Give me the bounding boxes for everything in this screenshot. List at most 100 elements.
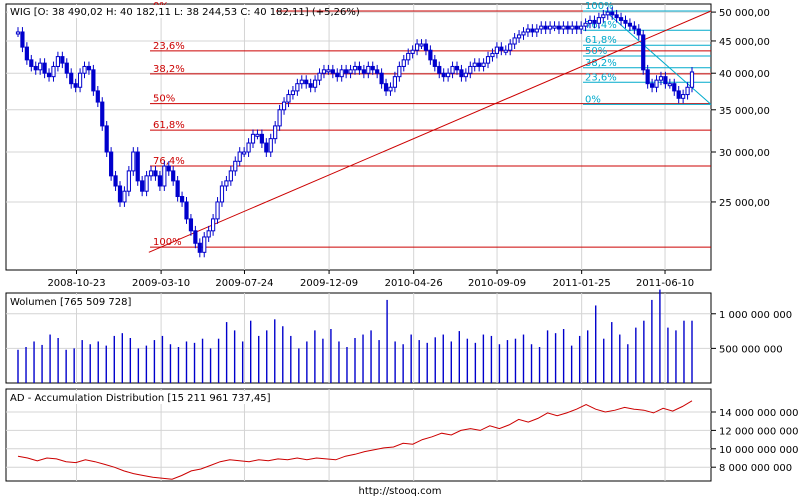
candle-body [312, 79, 318, 88]
candle-body [264, 142, 269, 153]
candle-body [206, 230, 211, 238]
x-tick-label: 2009-07-24 [215, 278, 273, 289]
fib-right-level-label: 0% [585, 94, 601, 105]
candle-body [273, 125, 278, 140]
candle-body [645, 69, 650, 85]
candle-body [224, 180, 229, 187]
candle-body [579, 25, 584, 30]
footer-url[interactable]: http://stooq.com [359, 486, 442, 497]
candle-body [171, 170, 176, 182]
candle-body [503, 49, 508, 53]
price-tick-label: 25 000,00 [719, 198, 770, 209]
candle-body [450, 65, 455, 74]
candle-body [117, 185, 123, 203]
candle-body [126, 170, 131, 192]
candle-body [77, 72, 83, 88]
volume-grid [6, 313, 711, 349]
candle-body [42, 62, 47, 74]
price-tick-label: 45 000,00 [719, 37, 770, 48]
candle-body [290, 90, 296, 96]
candle-body [618, 17, 624, 21]
candle-body [361, 69, 366, 74]
candle-body [468, 65, 473, 74]
candle-body [485, 56, 491, 64]
candle-body [370, 65, 375, 71]
candle-body [521, 31, 526, 36]
candle-body [64, 62, 69, 74]
price-title-bg [8, 5, 276, 18]
candle-body [672, 83, 677, 92]
candle-body [268, 138, 273, 153]
ad-axis-labels: 14 000 000 000 12 000 000 000 10 000 000 0… [711, 408, 799, 474]
candle-body [33, 65, 38, 71]
candle-body [401, 59, 406, 67]
candle-body [406, 52, 411, 61]
ad-grid [6, 411, 711, 468]
candle-body [237, 151, 242, 162]
price-panel-frame [5, 3, 712, 271]
candle-body [24, 46, 29, 61]
price-axis-labels: 25 000,00 30 000,00 35 000,00 40 000,00 45 0… [711, 8, 770, 209]
candle-body [29, 59, 34, 67]
candle-body [91, 69, 96, 92]
candle-body [144, 175, 149, 192]
x-tick-label: 2009-12-09 [300, 278, 358, 289]
volume-tick-label: 500 000 000 [719, 344, 783, 355]
trend-line [148, 10, 712, 253]
candle-body [166, 165, 171, 172]
candle-body [508, 43, 513, 51]
fib-level-label: 50% [153, 94, 175, 105]
candle-body [339, 69, 344, 78]
candle-body [211, 218, 216, 232]
candle-body [95, 90, 100, 103]
candle-body [641, 34, 646, 71]
x-tick-label: 2011-01-25 [553, 278, 611, 289]
candle-body [321, 69, 327, 74]
ad-panel-frame [5, 388, 712, 482]
candle-body [109, 151, 114, 177]
candle-body [60, 56, 65, 64]
candle-body [663, 76, 668, 85]
fib-level-label: 23,6% [153, 41, 185, 52]
candle-body [463, 72, 468, 78]
candle-body [419, 43, 424, 47]
candle-body [326, 69, 331, 73]
candle-body [255, 133, 260, 137]
candle-body [344, 69, 349, 74]
ad-tick-label: 8 000 000 000 [719, 463, 792, 474]
candle-body [601, 14, 606, 19]
price-tick-label: 35 000,00 [719, 106, 770, 117]
fib-right-diagonal [604, 10, 712, 105]
price-candles [15, 7, 695, 258]
candle-body [548, 25, 553, 30]
ad-series-line [17, 400, 693, 480]
candle-body [525, 28, 531, 33]
candle-body [388, 86, 393, 92]
candle-body [437, 65, 442, 74]
candle-body [414, 43, 420, 51]
candle-body [179, 196, 185, 203]
fib-right-level-label: 38,2% [585, 58, 617, 69]
candle-body [162, 165, 167, 187]
candle-body [379, 72, 384, 85]
x-axis-labels: 2008-10-23 2009-03-10 2009-07-24 2009-12-09… [47, 270, 694, 289]
candle-body [587, 19, 593, 24]
candle-body [215, 201, 220, 220]
candle-body [689, 71, 695, 88]
candle-body [122, 190, 127, 203]
ad-tick-label: 14 000 000 000 [719, 408, 799, 419]
candle-body [86, 65, 92, 71]
candle-body [667, 83, 672, 87]
candle-body [583, 22, 588, 27]
candle-body [516, 34, 522, 39]
candle-body [441, 72, 446, 78]
candle-body [392, 76, 398, 88]
candle-body [596, 17, 601, 24]
x-tick-label: 2008-10-23 [47, 278, 105, 289]
candle-body [481, 62, 486, 67]
candle-body [46, 72, 52, 78]
candle-body [446, 72, 451, 78]
candle-body [570, 25, 575, 30]
fib-right-level-label: 100% [585, 1, 614, 12]
